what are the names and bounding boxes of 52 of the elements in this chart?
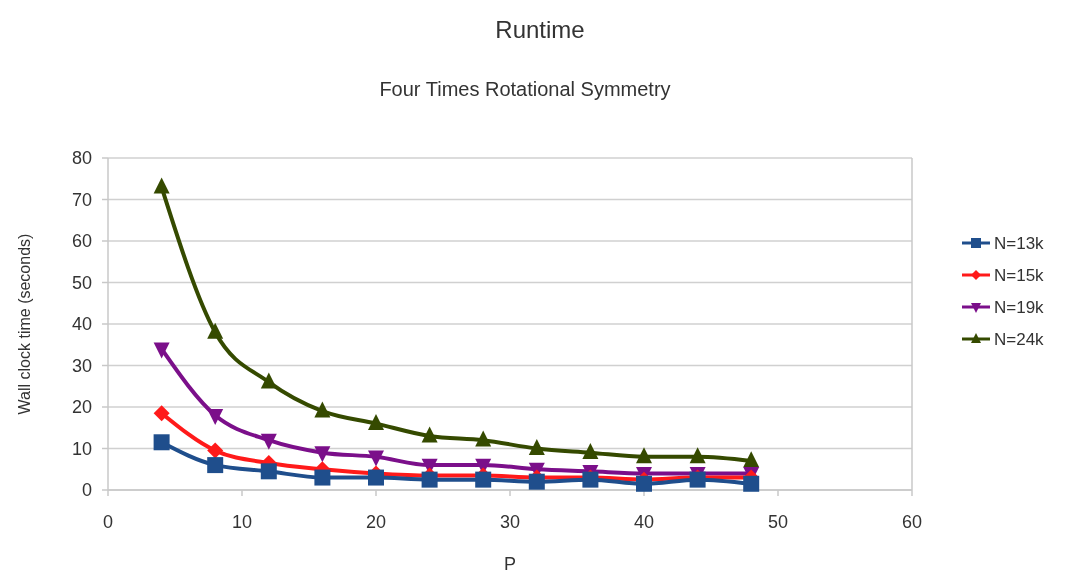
y-tick-label: 50 (71, 272, 92, 293)
y-tick-label: 0 (81, 480, 92, 500)
y-tick-label: 40 (71, 314, 92, 334)
point (207, 442, 224, 459)
x-tick-label: 0 (102, 512, 114, 532)
point (528, 438, 545, 455)
y-tick-label: 80 (71, 148, 92, 168)
point (636, 475, 652, 492)
point (368, 469, 384, 486)
y-tick-label: 10 (71, 438, 92, 459)
legend-label: N=24k (994, 330, 1045, 349)
point (368, 450, 384, 467)
x-tick-label: 50 (767, 512, 789, 532)
x-tick-label: 20 (365, 512, 387, 532)
chart-title: Runtime (495, 16, 585, 43)
chart-subtitle: Four Times Rotational Symmetry (379, 78, 671, 100)
point (636, 447, 652, 464)
point (421, 471, 438, 488)
y-axis-title: Wall clock time (seconds) (16, 233, 33, 415)
point (153, 177, 170, 194)
x-tick-label: 40 (633, 512, 655, 532)
point (314, 401, 331, 418)
point (207, 408, 224, 425)
point (207, 457, 224, 474)
point (207, 322, 224, 339)
x-tick-label: 60 (901, 512, 923, 532)
point (314, 446, 331, 463)
point (582, 443, 599, 460)
point (475, 471, 492, 488)
point (368, 414, 384, 430)
point (743, 451, 760, 468)
point (153, 405, 170, 422)
x-tick-label: 10 (231, 512, 253, 532)
x-tick-label: 30 (499, 512, 521, 532)
legend-label: N=13k (994, 234, 1045, 253)
point (421, 426, 438, 443)
point (314, 469, 331, 486)
legend-label: N=19k (994, 298, 1045, 317)
y-tick-label: 70 (71, 189, 92, 210)
point (528, 473, 545, 490)
point (260, 372, 277, 389)
y-tick-label: 30 (71, 355, 92, 376)
point (260, 463, 277, 480)
x-axis-title: P (503, 554, 517, 574)
point (153, 434, 170, 451)
point (475, 430, 492, 447)
legend-label: N=15k (994, 266, 1045, 285)
y-tick-label: 60 (71, 231, 92, 251)
y-tick-label: 20 (71, 397, 92, 417)
point (743, 475, 760, 492)
point (689, 447, 706, 464)
point (260, 433, 277, 450)
